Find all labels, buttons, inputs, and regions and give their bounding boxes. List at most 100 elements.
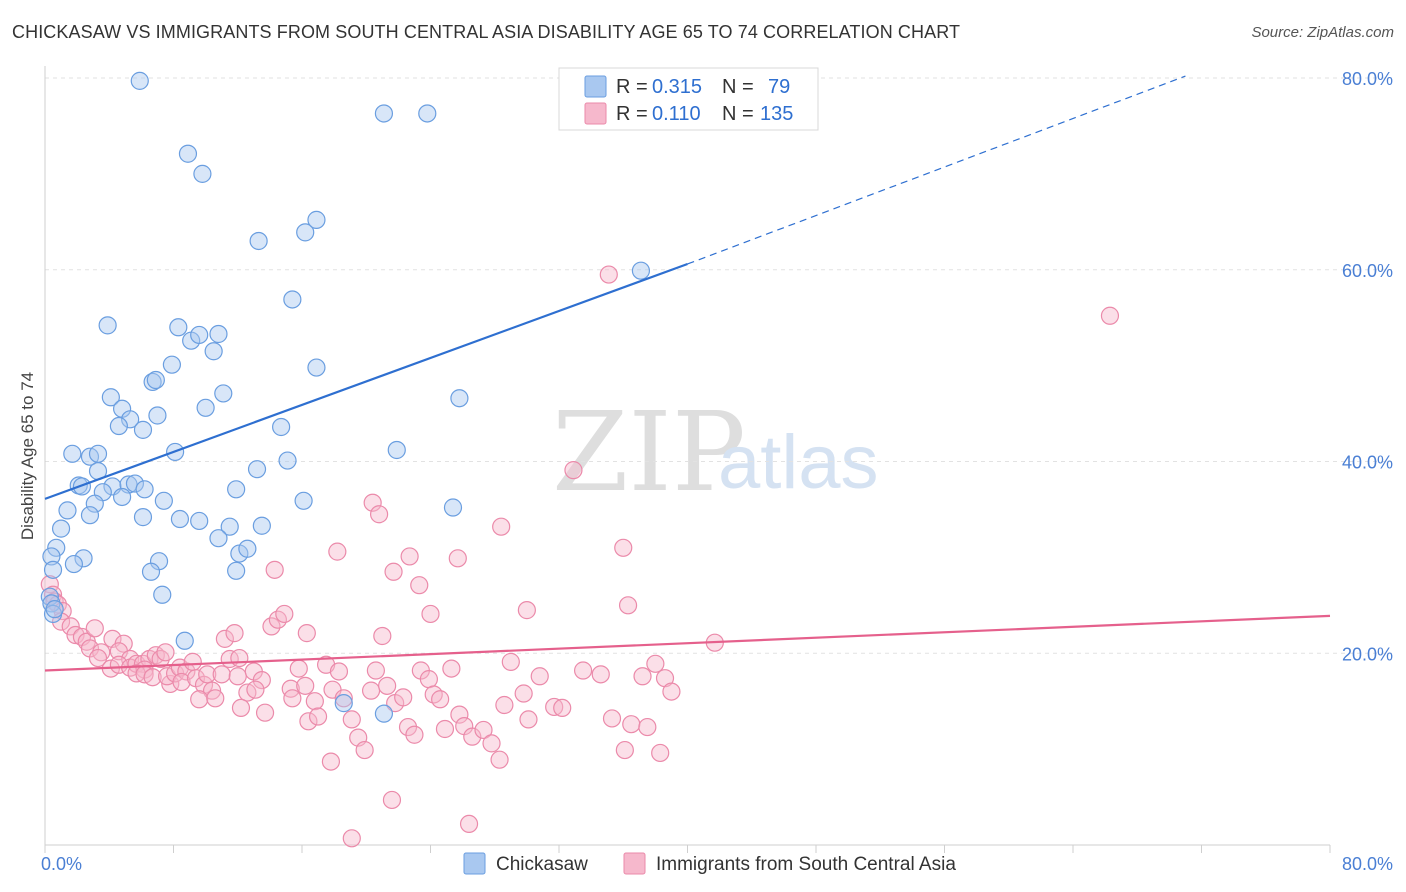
immigrants-point bbox=[373, 626, 392, 646]
chickasaw-point bbox=[135, 480, 154, 499]
immigrants-point bbox=[88, 648, 108, 668]
immigrants-point bbox=[419, 670, 438, 689]
y-axis-label: Disability Age 65 to 74 bbox=[18, 372, 37, 540]
immigrants-point bbox=[228, 667, 247, 686]
immigrants-point bbox=[501, 652, 520, 671]
immigrants-point bbox=[633, 667, 652, 686]
immigrants-point bbox=[599, 265, 618, 284]
chickasaw-point bbox=[307, 210, 326, 229]
chickasaw-point bbox=[112, 487, 132, 507]
immigrants-point bbox=[215, 629, 234, 648]
x-tick-label: 0.0% bbox=[41, 854, 82, 874]
immigrants-point bbox=[405, 725, 424, 744]
chickasaw-point bbox=[334, 694, 353, 713]
chickasaw-point bbox=[51, 519, 71, 538]
immigrants-point bbox=[448, 549, 467, 568]
chickasaw-point bbox=[252, 516, 271, 535]
immigrants-point bbox=[602, 709, 622, 728]
series-chickasaw-points bbox=[40, 71, 651, 723]
chickasaw-point bbox=[130, 71, 149, 90]
chickasaw-point bbox=[374, 104, 394, 123]
immigrants-point bbox=[198, 665, 217, 684]
immigrants-point bbox=[517, 601, 536, 620]
immigrants-point bbox=[553, 698, 572, 717]
source-label: Source: ZipAtlas.com bbox=[1251, 24, 1394, 41]
immigrants-point bbox=[283, 689, 302, 708]
legend-r-value-1: 0.315 bbox=[652, 76, 702, 98]
immigrants-point bbox=[400, 547, 419, 566]
chickasaw-point bbox=[42, 547, 61, 566]
chickasaw-point bbox=[162, 355, 181, 374]
immigrants-point bbox=[382, 790, 402, 810]
immigrants-point bbox=[651, 743, 670, 763]
immigrants-point bbox=[299, 712, 318, 731]
legend-n-value-1: 79 bbox=[768, 76, 790, 98]
immigrants-point bbox=[435, 719, 455, 739]
chickasaw-point bbox=[133, 420, 153, 439]
chickasaw-point bbox=[178, 144, 198, 163]
chickasaw-point bbox=[47, 538, 66, 557]
y-tick-label: 60.0% bbox=[1342, 261, 1393, 281]
immigrants-point bbox=[514, 684, 533, 703]
immigrants-point bbox=[61, 617, 80, 636]
immigrants-point bbox=[384, 562, 403, 581]
immigrants-point bbox=[297, 624, 316, 643]
immigrants-point bbox=[530, 667, 549, 686]
immigrants-point bbox=[431, 690, 450, 709]
immigrants-point bbox=[275, 604, 294, 624]
chickasaw-point bbox=[101, 388, 120, 407]
chickasaw-trend-extension bbox=[687, 75, 1186, 265]
legend-n-label-2: N = bbox=[722, 103, 754, 125]
immigrants-point bbox=[363, 493, 382, 512]
legend-r-label-1: R = bbox=[616, 76, 648, 98]
immigrants-point bbox=[463, 727, 482, 746]
chickasaw-point bbox=[272, 417, 291, 437]
chickasaw-point bbox=[58, 501, 77, 520]
chart-title: CHICKASAW VS IMMIGRANTS FROM SOUTH CENTR… bbox=[12, 22, 961, 42]
chickasaw-point bbox=[387, 440, 406, 460]
chickasaw-point bbox=[141, 562, 161, 581]
chickasaw-point bbox=[154, 491, 173, 510]
y-tick-label: 40.0% bbox=[1342, 453, 1393, 473]
chickasaw-point bbox=[450, 389, 469, 408]
immigrants-point bbox=[342, 829, 361, 848]
chickasaw-point bbox=[74, 549, 93, 568]
immigrants-point bbox=[172, 672, 191, 692]
immigrants-point bbox=[206, 689, 225, 708]
chickasaw-point bbox=[196, 398, 215, 417]
chickasaw-point bbox=[443, 498, 463, 517]
trend-lines bbox=[44, 75, 1331, 672]
legend-n-label-1: N = bbox=[722, 76, 754, 98]
chickasaw-point bbox=[294, 491, 313, 510]
chickasaw-point bbox=[249, 231, 268, 251]
chickasaw-point bbox=[190, 325, 209, 345]
bottom-legend-swatch-immigrants bbox=[623, 852, 646, 875]
chickasaw-point bbox=[133, 508, 153, 527]
chickasaw-point bbox=[307, 358, 326, 377]
chickasaw-point bbox=[283, 290, 302, 309]
chickasaw-point bbox=[88, 444, 108, 463]
immigrants-point bbox=[615, 740, 634, 760]
chickasaw-point bbox=[190, 511, 209, 531]
watermark-zip: ZIP bbox=[552, 388, 746, 516]
immigrants-point bbox=[618, 596, 638, 615]
immigrants-point bbox=[573, 661, 593, 680]
immigrants-point bbox=[490, 750, 509, 769]
x-tick-label: 80.0% bbox=[1342, 854, 1393, 874]
immigrants-point bbox=[564, 461, 583, 480]
chickasaw-point bbox=[80, 506, 100, 525]
immigrants-point bbox=[442, 659, 461, 678]
immigrants-point bbox=[482, 734, 501, 753]
chickasaw-point bbox=[153, 585, 172, 604]
immigrants-point bbox=[328, 542, 347, 561]
bottom-legend: Chickasaw Immigrants from South Central … bbox=[463, 852, 956, 875]
immigrants-point bbox=[355, 740, 374, 760]
immigrants-point bbox=[378, 676, 397, 695]
immigrants-point bbox=[225, 624, 244, 643]
immigrants-point bbox=[305, 692, 324, 711]
chickasaw-point bbox=[631, 261, 651, 280]
immigrants-point bbox=[246, 680, 265, 699]
immigrants-point bbox=[646, 654, 665, 673]
immigrants-point bbox=[252, 670, 271, 690]
